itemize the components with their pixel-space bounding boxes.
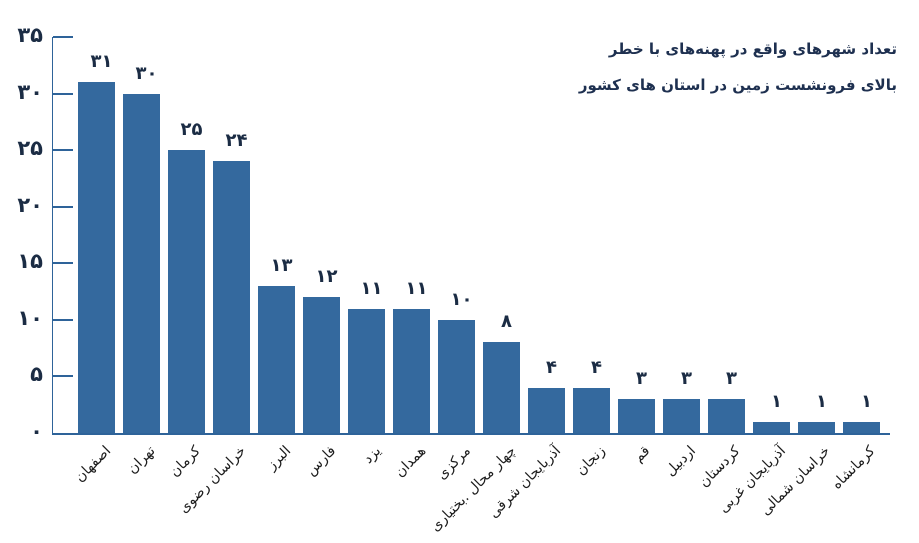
bar-value-label: ۲۵ (180, 119, 203, 141)
y-tick (53, 318, 73, 321)
bar (708, 399, 745, 433)
bar-value-label: ۳ (636, 368, 647, 390)
x-category-label: البرز (263, 443, 294, 474)
y-tick-label: ۲۰ (17, 192, 43, 217)
chart-title-line1: تعداد شهرهای واقع در پهنه‌های با خطر (608, 40, 897, 58)
bar-value-label: ۱۲ (315, 266, 338, 288)
x-category-label: اصفهان (71, 443, 114, 486)
bar (438, 319, 475, 433)
y-tick-label: ۱۰ (17, 305, 43, 330)
bar-value-label: ۳۱ (90, 51, 113, 73)
bar (258, 285, 295, 433)
bar (78, 82, 115, 433)
bar (393, 308, 430, 433)
y-tick (53, 375, 73, 378)
x-category-label: کرمانشاه (829, 443, 879, 493)
x-category-label: کرمان (166, 443, 204, 481)
y-tick (53, 149, 73, 152)
bar (663, 399, 700, 433)
bar-value-label: ۱۰ (450, 288, 473, 310)
x-category-label: فارس (302, 443, 339, 479)
bar-value-label: ۳۰ (135, 62, 158, 84)
y-tick (53, 92, 73, 95)
y-tick (53, 262, 73, 265)
y-tick-label: ۳۵ (17, 23, 43, 47)
bar-value-label: ۱ (861, 390, 872, 412)
x-category-label: زنجان (573, 443, 609, 479)
chart-title-line2: بالای فرونشست زمین در استان های کشور (578, 76, 897, 94)
bar-value-label: ۳ (681, 368, 692, 390)
bar-value-label: ۱ (771, 390, 782, 412)
bar (573, 387, 610, 433)
x-category-label: همدان (391, 443, 429, 481)
bar-value-label: ۳ (726, 368, 737, 390)
bar-value-label: ۴ (546, 356, 557, 378)
bar-value-label: ۴ (591, 356, 602, 378)
bar (483, 342, 520, 433)
y-tick-label: ۰ (30, 419, 43, 443)
y-axis-line (51, 37, 53, 433)
x-category-label: اردبیل (662, 443, 699, 480)
bar-value-label: ۱ (816, 390, 827, 412)
y-tick-label: ۵ (30, 362, 43, 387)
y-tick-label: ۲۵ (17, 136, 43, 161)
bar-value-label: ۱۱ (360, 277, 383, 299)
x-category-label: مرکزی (433, 443, 474, 484)
chart-title: تعداد شهرهای واقع در پهنه‌های با خطر بال… (579, 31, 897, 103)
x-axis-line (51, 433, 890, 435)
y-tick-label: ۳۰ (17, 79, 43, 104)
x-category-label: تهران (124, 443, 159, 478)
x-category-label: قم (631, 443, 654, 466)
bar (348, 308, 385, 433)
bar-value-label: ۲۴ (225, 130, 248, 152)
bar-value-label: ۸ (501, 311, 512, 333)
bar (528, 387, 565, 433)
bar (213, 161, 250, 433)
bar (123, 93, 160, 433)
bar (618, 399, 655, 433)
bar (843, 421, 880, 433)
y-tick-label: ۱۵ (17, 249, 43, 274)
bar (303, 297, 340, 433)
y-tick (53, 205, 73, 208)
bar (168, 150, 205, 433)
y-tick (53, 36, 73, 38)
bar-value-label: ۱۳ (270, 254, 293, 276)
bar (798, 421, 835, 433)
bar-value-label: ۱۱ (405, 277, 428, 299)
bar (753, 421, 790, 433)
x-category-label: یزد (359, 443, 384, 467)
